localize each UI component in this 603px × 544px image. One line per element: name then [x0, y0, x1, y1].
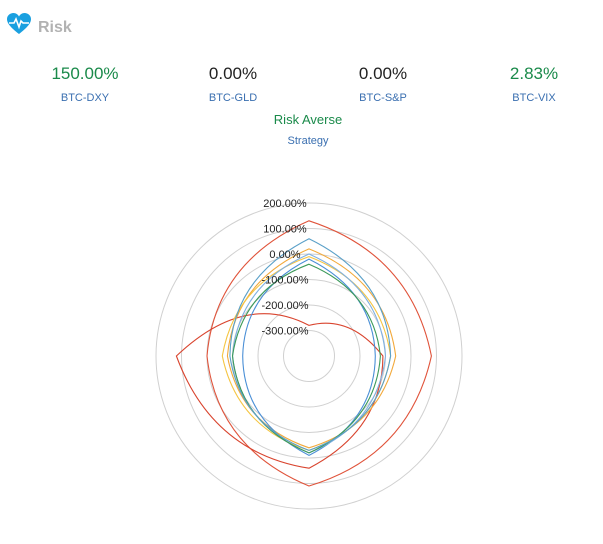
tick-label: 200.00%	[263, 198, 307, 210]
metric-value: 150.00%	[51, 64, 119, 83]
metric-value: 2.83%	[509, 64, 559, 83]
strategy-value: Risk Averse	[273, 112, 343, 127]
metric-btc-vix: 2.83% BTC-VIX	[474, 64, 594, 104]
series-line-6	[231, 263, 381, 454]
strategy-block: Risk Averse Strategy	[208, 112, 408, 147]
metric-value: 0.00%	[358, 64, 408, 83]
grid-ring	[283, 330, 335, 382]
grid-ring	[206, 253, 412, 459]
tick-label: -100.00%	[261, 275, 308, 287]
tick-label: -200.00%	[261, 300, 308, 312]
grid-ring	[155, 202, 463, 510]
series-line-0	[206, 220, 432, 487]
metric-value: 0.00%	[208, 64, 258, 83]
tick-label: 100.00%	[263, 224, 307, 236]
metric-label: BTC-S&P	[359, 92, 407, 104]
series-line-1	[175, 313, 384, 469]
series-line-3	[242, 258, 376, 457]
metric-btc-gld: 0.00% BTC-GLD	[173, 64, 293, 104]
metric-label: BTC-GLD	[208, 92, 258, 104]
series-line-5	[231, 253, 387, 454]
metric-btc-sp: 0.00% BTC-S&P	[323, 64, 443, 104]
series-line-2	[226, 248, 397, 449]
metric-label: BTC-DXY	[60, 92, 110, 104]
panel-header: Risk	[6, 9, 72, 39]
metric-btc-dxy: 150.00% BTC-DXY	[25, 64, 145, 104]
tick-label: -300.00%	[261, 326, 308, 338]
grid-ring	[181, 228, 437, 484]
heart-pulse-icon	[7, 13, 31, 34]
panel-title: Risk	[38, 19, 72, 36]
grid-ring	[232, 279, 386, 433]
series-line-7	[229, 238, 392, 451]
metric-label: BTC-VIX	[512, 92, 556, 104]
tick-label: 0.00%	[269, 249, 300, 261]
series-line-4	[221, 256, 392, 451]
grid-ring	[257, 304, 361, 408]
strategy-label: Strategy	[287, 135, 329, 147]
